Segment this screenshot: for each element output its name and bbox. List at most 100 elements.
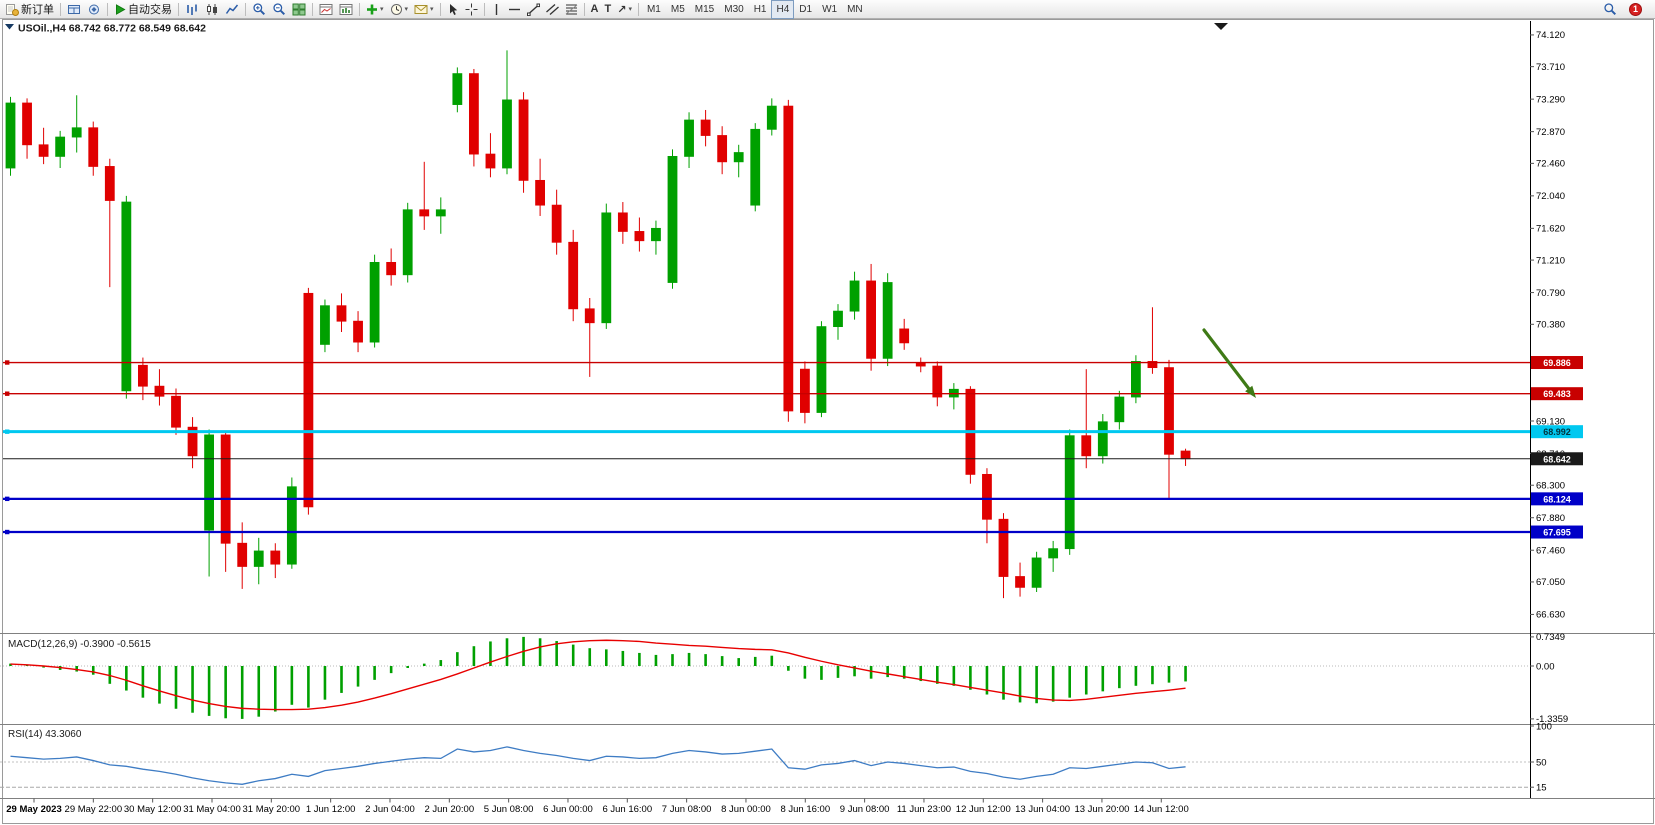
autotrading-button-label: 自动交易 bbox=[128, 4, 172, 16]
navigator-icon bbox=[87, 3, 101, 16]
channel-button[interactable] bbox=[543, 0, 562, 19]
zoom-out-button[interactable] bbox=[269, 0, 289, 19]
macd-bar bbox=[704, 654, 707, 666]
macd-bar bbox=[257, 666, 261, 717]
candle-70 bbox=[1164, 367, 1174, 455]
candle-4 bbox=[71, 127, 82, 138]
new-chart-button[interactable] bbox=[336, 0, 356, 19]
horizontal-line-button[interactable] bbox=[505, 0, 524, 19]
rsi-axis-label: 15 bbox=[1536, 783, 1547, 794]
macd-bar bbox=[538, 638, 542, 666]
macd-bar bbox=[886, 666, 889, 678]
macd-bar bbox=[389, 666, 393, 674]
candle-53 bbox=[882, 282, 893, 359]
chart-shift-marker-icon[interactable] bbox=[1214, 23, 1228, 30]
macd-bar bbox=[571, 644, 575, 666]
periods-button[interactable]: ▾ bbox=[387, 0, 412, 19]
candle-56 bbox=[932, 365, 943, 398]
annotations[interactable] bbox=[1202, 328, 1256, 398]
candle-61 bbox=[1015, 576, 1025, 588]
navigator-button[interactable] bbox=[84, 0, 104, 19]
price-axis-label: 71.620 bbox=[1536, 224, 1565, 235]
trendline-button[interactable] bbox=[524, 0, 543, 19]
timeframe-w1-button[interactable]: W1 bbox=[822, 3, 838, 15]
add-indicator-button[interactable]: ▾ bbox=[363, 0, 387, 19]
bar-chart-button[interactable] bbox=[182, 0, 202, 19]
candle-34 bbox=[568, 241, 579, 310]
templates-button[interactable]: ▾ bbox=[411, 0, 437, 19]
zoom-out-icon bbox=[272, 2, 286, 16]
candle-30 bbox=[502, 99, 512, 169]
candle-24 bbox=[402, 209, 413, 276]
candle-7 bbox=[121, 201, 132, 392]
macd-pane: 0.7349 0.00 -1.3359 bbox=[0, 632, 1568, 725]
autotrading-button[interactable]: 自动交易 bbox=[111, 0, 175, 19]
new-order-button[interactable]: 新订单 bbox=[2, 0, 57, 19]
text-button[interactable]: A bbox=[588, 0, 602, 19]
channel-icon bbox=[545, 3, 559, 16]
notification-badge[interactable]: 1 bbox=[1626, 0, 1645, 19]
arrows-button[interactable]: ↗ ▾ bbox=[614, 0, 635, 19]
macd-bar bbox=[1084, 666, 1088, 695]
macd-bar bbox=[9, 663, 12, 666]
chevron-down-icon: ▾ bbox=[628, 6, 632, 13]
cursor-button[interactable] bbox=[444, 0, 462, 19]
add-indicator-icon bbox=[366, 3, 378, 16]
macd-bar bbox=[274, 666, 277, 712]
horizontal-price-lines bbox=[3, 360, 1530, 535]
rsi-axis-label: 100 bbox=[1536, 721, 1552, 732]
search-button[interactable] bbox=[1600, 0, 1620, 19]
candle-1 bbox=[22, 102, 32, 146]
tile-windows-button[interactable] bbox=[289, 0, 309, 19]
indicator-window-button[interactable] bbox=[316, 0, 336, 19]
timeframe-m5-button[interactable]: M5 bbox=[670, 3, 685, 15]
macd-bar bbox=[753, 656, 757, 666]
fibonacci-button[interactable] bbox=[562, 0, 581, 19]
line-handle-icon[interactable] bbox=[5, 429, 10, 434]
timeframe-h1-button[interactable]: H1 bbox=[753, 3, 767, 15]
timeframe-d1-button[interactable]: D1 bbox=[799, 3, 813, 15]
macd-bar bbox=[969, 666, 972, 690]
text-label-button[interactable]: T bbox=[602, 0, 615, 19]
macd-bar bbox=[141, 666, 145, 698]
price-axis-label: 67.050 bbox=[1536, 577, 1565, 588]
crosshair-button[interactable] bbox=[462, 0, 481, 19]
line-handle-icon[interactable] bbox=[5, 360, 10, 365]
timeframe-m1-button[interactable]: M1 bbox=[646, 3, 661, 15]
cursor-icon bbox=[447, 3, 459, 16]
time-axis[interactable]: 29 May 2023 29 May 22:00 30 May 12:00 31 Ma… bbox=[6, 798, 1189, 816]
macd-axis-label: 0.7349 bbox=[1536, 632, 1565, 643]
price-axis-label: 72.460 bbox=[1536, 159, 1565, 170]
new-order-icon bbox=[5, 3, 19, 16]
chart-menu-icon[interactable] bbox=[5, 24, 14, 30]
line-chart-button[interactable] bbox=[222, 0, 242, 19]
macd-bar bbox=[25, 665, 29, 667]
timeframe-mn-button[interactable]: MN bbox=[847, 3, 863, 15]
time-axis-label: 2 Jun 20:00 bbox=[424, 804, 474, 815]
price-axis-label: 73.290 bbox=[1536, 94, 1565, 105]
line-handle-icon[interactable] bbox=[5, 529, 10, 535]
line-handle-icon[interactable] bbox=[5, 391, 10, 396]
macd-bar bbox=[1018, 666, 1022, 703]
line-handle-icon[interactable] bbox=[5, 496, 10, 502]
arrow-annotation[interactable] bbox=[1202, 328, 1251, 391]
market-watch-button[interactable] bbox=[64, 0, 84, 19]
trendline-icon bbox=[526, 3, 540, 16]
arrow-head-icon[interactable] bbox=[1245, 385, 1256, 398]
vertical-line-button[interactable] bbox=[488, 0, 505, 19]
toolbar-right: 1 bbox=[1600, 0, 1653, 19]
chart-frame bbox=[0, 19, 1655, 824]
price-axis[interactable]: 74.120 73.710 73.290 72.870 72.460 72.040 71.6… bbox=[1530, 30, 1583, 621]
macd-bar bbox=[456, 652, 459, 666]
macd-bar bbox=[1051, 666, 1055, 702]
macd-bar bbox=[720, 656, 724, 666]
macd-bar bbox=[621, 650, 625, 666]
timeframe-m15-button[interactable]: M15 bbox=[694, 3, 715, 15]
candlestick-chart-button[interactable] bbox=[202, 0, 222, 19]
zoom-in-button[interactable] bbox=[249, 0, 269, 19]
macd-axis-label: -1.3359 bbox=[1536, 714, 1568, 725]
timeframe-m30-button[interactable]: M30 bbox=[724, 3, 744, 15]
timeframe-h4-button[interactable]: H4 bbox=[771, 0, 795, 19]
candle-35 bbox=[584, 308, 595, 324]
